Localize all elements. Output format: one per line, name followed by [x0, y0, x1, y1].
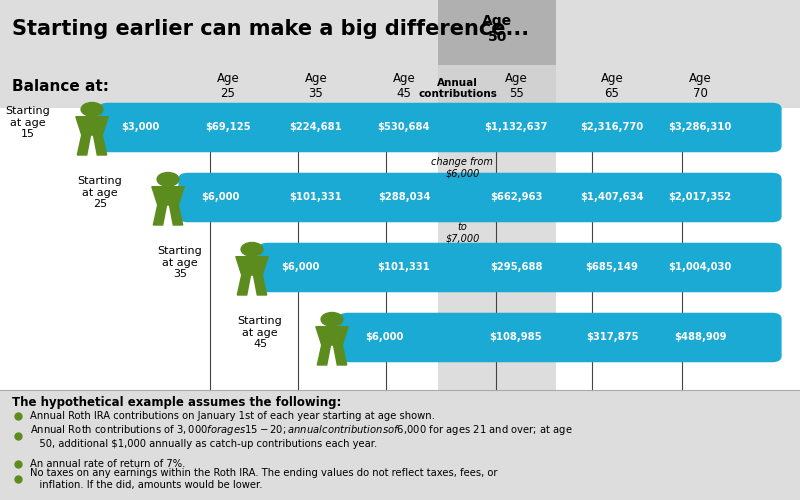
FancyBboxPatch shape — [98, 103, 782, 152]
Polygon shape — [76, 116, 108, 135]
FancyBboxPatch shape — [0, 390, 800, 500]
Text: Balance at:: Balance at: — [12, 78, 109, 94]
Circle shape — [321, 312, 343, 326]
Text: An annual rate of return of 7%.: An annual rate of return of 7%. — [30, 459, 186, 469]
FancyBboxPatch shape — [438, 0, 556, 65]
Text: Age
25: Age 25 — [217, 72, 239, 100]
Text: $1,004,030: $1,004,030 — [668, 262, 732, 272]
FancyBboxPatch shape — [178, 173, 782, 222]
Text: $224,681: $224,681 — [290, 122, 342, 132]
Text: change from
$6,000: change from $6,000 — [431, 156, 494, 178]
Text: $6,000: $6,000 — [281, 262, 319, 272]
FancyBboxPatch shape — [0, 0, 800, 65]
Text: $685,149: $685,149 — [586, 262, 638, 272]
Text: No taxes on any earnings within the Roth IRA. The ending values do not reflect t: No taxes on any earnings within the Roth… — [30, 468, 498, 490]
Polygon shape — [236, 256, 268, 275]
Text: $1,407,634: $1,407,634 — [580, 192, 644, 202]
Polygon shape — [334, 345, 346, 365]
Text: Age
70: Age 70 — [689, 72, 711, 100]
Text: $2,017,352: $2,017,352 — [669, 192, 731, 202]
Text: to
$7,000: to $7,000 — [446, 222, 479, 244]
Text: Age
45: Age 45 — [393, 72, 415, 100]
Text: $6,000: $6,000 — [365, 332, 403, 342]
Circle shape — [241, 242, 263, 256]
Text: Age
65: Age 65 — [601, 72, 623, 100]
Text: Starting
at age
25: Starting at age 25 — [78, 176, 122, 209]
Polygon shape — [170, 205, 182, 225]
Text: $288,034: $288,034 — [378, 192, 430, 202]
Polygon shape — [154, 205, 166, 225]
Text: $295,688: $295,688 — [490, 262, 542, 272]
Text: $2,316,770: $2,316,770 — [581, 122, 643, 132]
Text: Starting
at age
15: Starting at age 15 — [6, 106, 50, 139]
Text: Starting earlier can make a big difference...: Starting earlier can make a big differen… — [12, 19, 529, 40]
FancyBboxPatch shape — [438, 65, 556, 390]
Text: $3,000: $3,000 — [121, 122, 159, 132]
Text: Starting
at age
45: Starting at age 45 — [238, 316, 282, 349]
Text: Age
35: Age 35 — [305, 72, 327, 100]
Polygon shape — [238, 275, 250, 295]
Text: $69,125: $69,125 — [205, 122, 251, 132]
Text: Annual Roth IRA contributions on January 1st of each year starting at age shown.: Annual Roth IRA contributions on January… — [30, 411, 435, 421]
FancyBboxPatch shape — [338, 313, 782, 362]
Text: $108,985: $108,985 — [490, 332, 542, 342]
Text: $662,963: $662,963 — [490, 192, 542, 202]
Text: Age
50: Age 50 — [482, 14, 512, 44]
Polygon shape — [316, 326, 348, 345]
FancyBboxPatch shape — [258, 242, 782, 292]
Text: $101,331: $101,331 — [378, 262, 430, 272]
Text: $101,331: $101,331 — [290, 192, 342, 202]
Text: Starting
at age
35: Starting at age 35 — [158, 246, 202, 279]
Text: $1,132,637: $1,132,637 — [484, 122, 548, 132]
Text: $3,286,310: $3,286,310 — [668, 122, 732, 132]
Text: $317,875: $317,875 — [586, 332, 638, 342]
Polygon shape — [152, 186, 184, 205]
Text: Age
55: Age 55 — [505, 72, 527, 100]
FancyBboxPatch shape — [0, 65, 800, 108]
Text: $488,909: $488,909 — [674, 332, 726, 342]
Text: $530,684: $530,684 — [378, 122, 430, 132]
Text: The hypothetical example assumes the following:: The hypothetical example assumes the fol… — [12, 396, 342, 409]
Text: Annual
contributions: Annual contributions — [418, 78, 497, 99]
Polygon shape — [318, 345, 330, 365]
Circle shape — [81, 102, 103, 116]
Polygon shape — [94, 135, 106, 155]
Circle shape — [157, 172, 179, 186]
Polygon shape — [78, 135, 90, 155]
Text: $6,000: $6,000 — [201, 192, 239, 202]
Polygon shape — [254, 275, 266, 295]
Text: Annual Roth contributions of $3,000 for ages 15 - 20; annual contributions of $6: Annual Roth contributions of $3,000 for … — [30, 423, 573, 449]
